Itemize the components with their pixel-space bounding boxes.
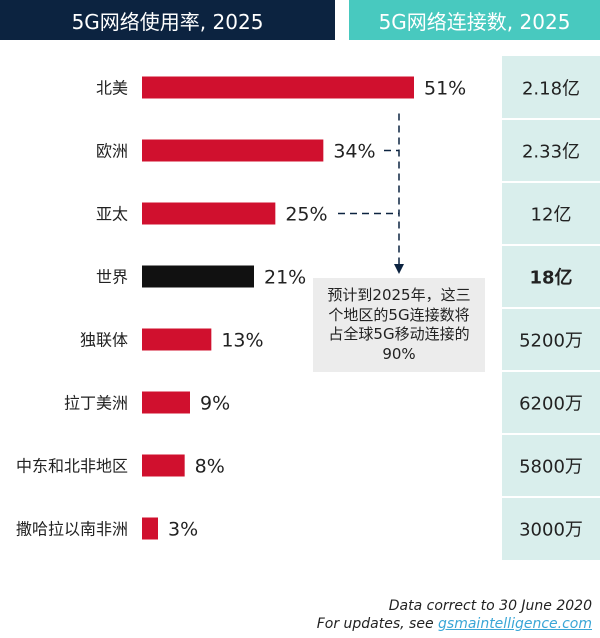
- connections-value: 12亿: [531, 205, 572, 226]
- connections-value: 2.33亿: [522, 142, 580, 163]
- category-label: 北美: [96, 79, 128, 98]
- value-label: 25%: [285, 204, 327, 226]
- bar: [142, 202, 276, 225]
- bar: [142, 76, 414, 99]
- value-label: 34%: [333, 141, 375, 163]
- category-label: 中东和北非地区: [16, 457, 128, 476]
- value-label: 9%: [200, 393, 230, 415]
- connections-value: 5800万: [519, 457, 583, 478]
- value-label: 13%: [221, 330, 263, 352]
- arrow-down-icon: [394, 264, 404, 274]
- usage-header: 5G网络使用率, 2025: [0, 0, 335, 40]
- footer-prefix: For updates, see: [316, 616, 439, 632]
- bar: [142, 328, 212, 351]
- footer-link[interactable]: gsmaintelligence.com: [438, 616, 592, 632]
- value-label: 51%: [424, 78, 466, 100]
- connections-header: 5G网络连接数, 2025: [349, 0, 600, 40]
- value-label: 21%: [264, 267, 306, 289]
- connections-value: 3000万: [519, 520, 583, 541]
- bar: [142, 265, 254, 288]
- category-label: 亚太: [96, 205, 128, 224]
- category-label: 世界: [96, 268, 128, 287]
- category-label: 欧洲: [96, 142, 128, 161]
- connections-value: 6200万: [519, 394, 583, 415]
- bar: [142, 391, 190, 414]
- category-label: 独联体: [80, 331, 128, 350]
- bar: [142, 517, 158, 540]
- value-label: 3%: [168, 519, 198, 541]
- footer-updates: For updates, see gsmaintelligence.com: [317, 616, 592, 632]
- footer-date: Data correct to 30 June 2020: [388, 598, 592, 614]
- connections-value: 2.18亿: [522, 79, 580, 100]
- bar: [142, 454, 185, 477]
- connections-value: 5200万: [519, 331, 583, 352]
- value-label: 8%: [195, 456, 225, 478]
- category-label: 撒哈拉以南非洲: [16, 520, 128, 539]
- bar: [142, 139, 324, 162]
- category-label: 拉丁美洲: [64, 394, 128, 413]
- callout-note: 预计到2025年，这三个地区的5G连接数将占全球5G移动连接的90%: [313, 278, 485, 372]
- connections-value: 18亿: [529, 267, 572, 289]
